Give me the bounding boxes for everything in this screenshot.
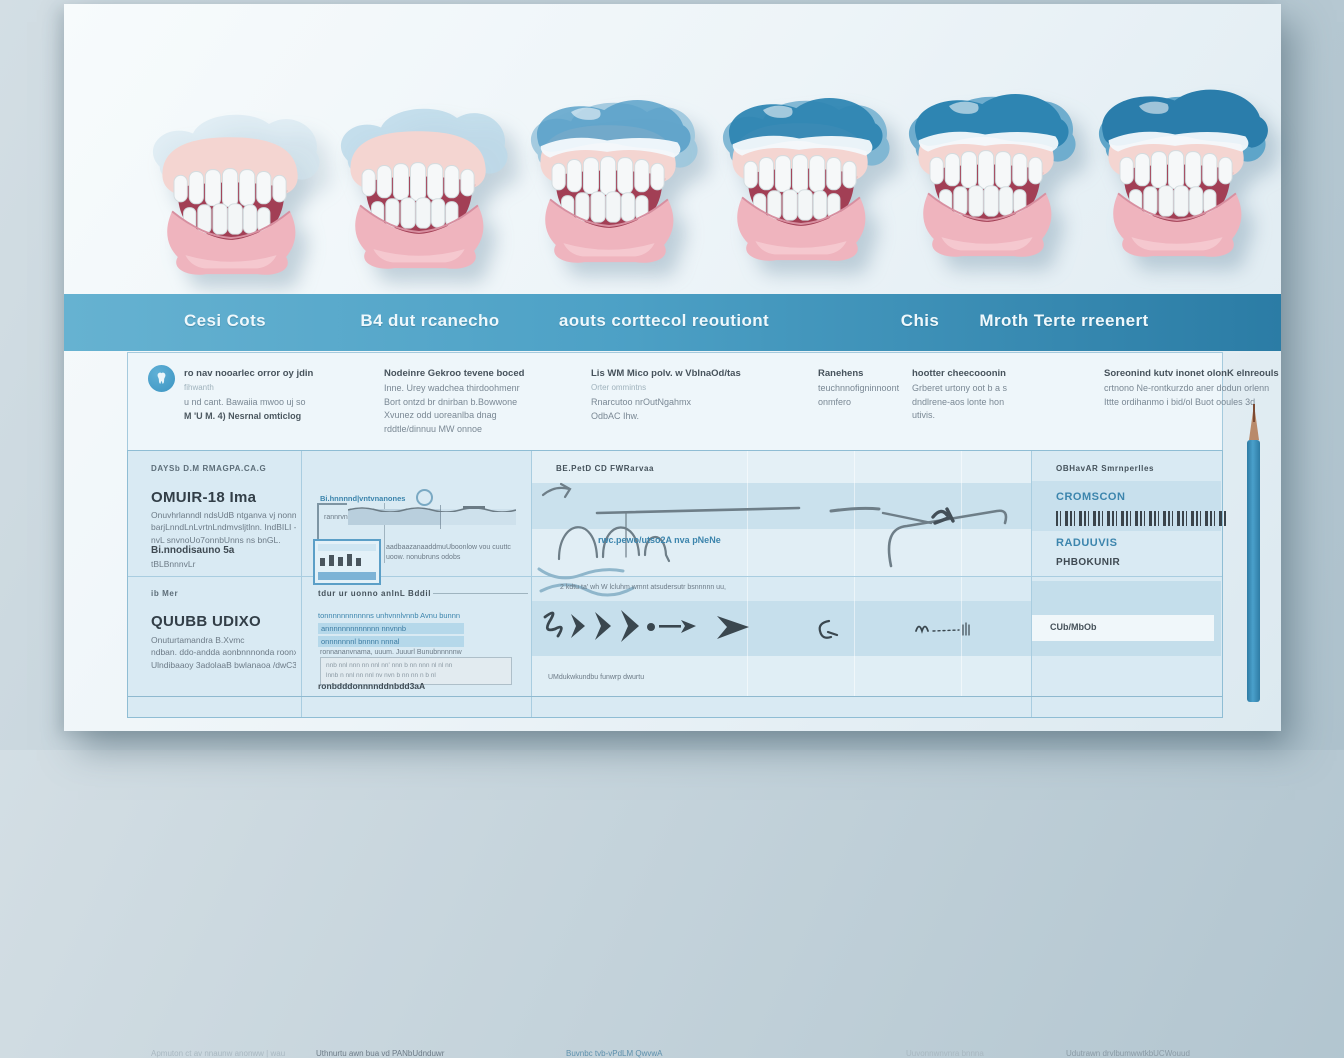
info-line: Rnarcutoo nrOutNgahmx — [591, 397, 692, 408]
info-line: Ittte ordihanmo i bid/ol Buot ooules 3d — [1104, 396, 1256, 407]
col1b-paragraph: Onuturtamandra B.Xvmc ndban. ddo-andda a… — [151, 635, 296, 670]
row-divider — [128, 576, 1222, 577]
mid-row2-caption: 2 kdtu ta' wh W lcluhm wmnt atsudersutr … — [560, 584, 726, 591]
info-line: rddtle/dinnuu MW onnoe — [384, 423, 483, 434]
content-box: ro nav nooarlec orror oy jdin fihwanth u… — [127, 352, 1279, 1058]
instrument-sketches — [537, 482, 1008, 642]
denture-stage-5 — [892, 70, 1082, 275]
col1-eyebrow: DAYSb D.M RMAGPA.CA.G — [151, 464, 267, 473]
info-title: ro nav nooarlec orror oy jdin — [184, 368, 314, 379]
col1b-eyebrow: ib Mer — [151, 589, 179, 598]
denture-stage-4 — [706, 74, 896, 279]
info-line: u nd cant. Bawaiia mwoo uj so — [184, 397, 306, 408]
col4-header: OBHavAR Smrnperlles — [1056, 464, 1155, 473]
info-title: Nodeinre Gekroo tevene boced — [384, 368, 525, 379]
col4-band: CUb/MbOb — [1032, 615, 1214, 641]
mini-chart-box — [313, 539, 381, 585]
col2b-footer: ronbdddonnnnddnbdd3aA — [318, 681, 426, 691]
data-table: DAYSb D.M RMAGPA.CA.G OMUIR-18 Ima Onuvh… — [127, 450, 1228, 718]
info-line: teuchnnofigninnoont — [818, 383, 900, 394]
denture-stage-6 — [1082, 70, 1272, 275]
col4-line1: CROMSCON — [1056, 491, 1126, 503]
header-col-5: Mroth Terte rreenert — [979, 311, 1149, 330]
info-title: Soreonind kutv inonet olonK elnreouls — [1104, 368, 1279, 379]
pencil-lead — [1252, 404, 1255, 422]
header-col-2: B4 dut rcanecho — [360, 311, 500, 330]
info-line: Orter ommintns — [591, 383, 647, 393]
timeline-bar — [348, 505, 516, 529]
mid-caption-blue: rwc.pewo/utso2A nva pNeNe — [598, 535, 721, 545]
info-title: Lis WM Mico polv. w VblnaOd/tas — [591, 368, 741, 379]
poster-panel: Cesi Cots B4 dut rcanecho aouts cortteco… — [64, 4, 1281, 1058]
col2b-header: tdur ur uonno anlnL Bddil — [318, 589, 432, 598]
fine-print-box: nnb nnl nnn nn nnl nn' nnn b nn nnn nl n… — [320, 657, 512, 685]
wavy-line — [348, 507, 516, 512]
mini-teeth-icons — [320, 554, 361, 566]
mini-box-caption: aadbaazanaaddmuUboonlow vou cuuttc uoow.… — [386, 544, 511, 562]
footer-cell-5: Udutrawn drvlbumwwtkbUCWouud — [1066, 1049, 1190, 1058]
info-block-5: hootter cheecooonin Grberet urtony oot b… — [912, 367, 1007, 423]
mid-row2-footer: UMdukwkundbu funwrp dwurtu — [548, 674, 645, 681]
pencil-body — [1247, 440, 1260, 702]
pencil-tip — [1248, 404, 1259, 440]
info-line: M 'U M. 4) Nesrnal omticlog — [184, 410, 302, 421]
info-block-6: Soreonind kutv inonet olonK elnreouls cr… — [1104, 367, 1279, 409]
info-line: Xvunez odd uoreanlba dnag — [384, 410, 497, 421]
denture-stage-1 — [136, 88, 326, 293]
annotation-line — [384, 503, 385, 563]
denture-stage-2 — [324, 82, 514, 287]
col2b-grayline: ronnananvnama, uuum. Juuurl Bunubnnnnnw — [320, 649, 462, 656]
col1b-title: QUUBB UDIXO — [151, 613, 261, 630]
info-line: crtnono Ne-rontkurzdo aner dodun orlenn — [1104, 383, 1270, 394]
bracket-icon — [317, 503, 347, 539]
col1-subheading: Bi.nnodisauno 5a — [151, 545, 235, 556]
info-line: Bort ontzd br dnirban b.Bowwone — [384, 396, 518, 407]
mid-header: BE.PetD CD FWRarvaa — [556, 464, 655, 473]
info-block-2: Nodeinre Gekroo tevene boced Inne. Urey … — [384, 367, 524, 436]
highlight-block: annnnnnnnnnnnn nnvnnb onnnnnnnl bnnnn nn… — [318, 621, 464, 647]
info-block-4: Ranehens teuchnnofigninnoont onmfero — [818, 367, 899, 409]
bracket-label: rannrvnnl — [324, 514, 354, 521]
info-title: hootter cheecooonin — [912, 368, 1006, 379]
column-divider — [301, 451, 302, 717]
tooth-badge-icon — [148, 365, 175, 392]
info-line: dndlrene-aos lonte hon — [912, 396, 1005, 407]
col2b-intro: tonnnnnnnnnnns unhvnnlvnnb Avnu bunnn — [318, 611, 461, 620]
footer-cell-2: Uthnurtu awn bua vd PANbUdnduwr — [316, 1049, 445, 1058]
info-line: onmfero — [818, 396, 852, 407]
info-subtitle: fihwanth — [184, 383, 214, 393]
column-divider — [1031, 451, 1032, 717]
header-col-4: Chis — [900, 311, 940, 330]
pencil-graphic — [1246, 404, 1261, 704]
info-title: Ranehens — [818, 368, 864, 379]
info-block-1: ro nav nooarlec orror oy jdin fihwanth u… — [184, 367, 313, 423]
col1-title: OMUIR-18 Ima — [151, 489, 257, 506]
magnifier-icon — [416, 489, 433, 506]
col4-line2: RADUUVIS — [1056, 537, 1118, 549]
footer-cell-1: Apmuton ct av nnaunw anonww | wau — [151, 1049, 286, 1058]
info-block-3: Lis WM Mico polv. w VblnaOd/tas Orter om… — [591, 367, 741, 423]
info-line: Grberet urtony oot b a s — [912, 383, 1008, 394]
col1-paragraph: Onuvhrlanndl ndsUdB ntganva vj nonnv/020… — [151, 510, 296, 545]
header-rule — [433, 593, 528, 594]
footer-cell-3: Buvnbc tvb-vPdLM QwvwA — [566, 1049, 663, 1058]
footer-cell-4: Uuvonnwnvnra bnnna — [906, 1049, 984, 1058]
diagram-label: Bi.hnnnnd|vntvnanones — [320, 494, 406, 503]
info-line: utivis. — [912, 410, 936, 421]
info-line: Inne. Urey wadchea thirdoohmenr — [384, 383, 520, 394]
denture-stage-3 — [514, 76, 704, 281]
header-col-1: Cesi Cots — [183, 311, 267, 330]
tooth-icon — [157, 372, 166, 384]
info-line: OdbAC Ihw. — [591, 410, 640, 421]
col1-subnote: tBLBnnnvLr — [151, 559, 196, 569]
footer-divider — [128, 696, 1222, 697]
header-band: Cesi Cots B4 dut rcanecho aouts cortteco… — [64, 294, 1281, 351]
col4-line3: PHBOKUNIR — [1056, 557, 1121, 568]
barcode — [1056, 511, 1228, 526]
column-divider — [531, 451, 532, 717]
header-col-3: aouts corttecol reoutiont — [558, 311, 770, 330]
